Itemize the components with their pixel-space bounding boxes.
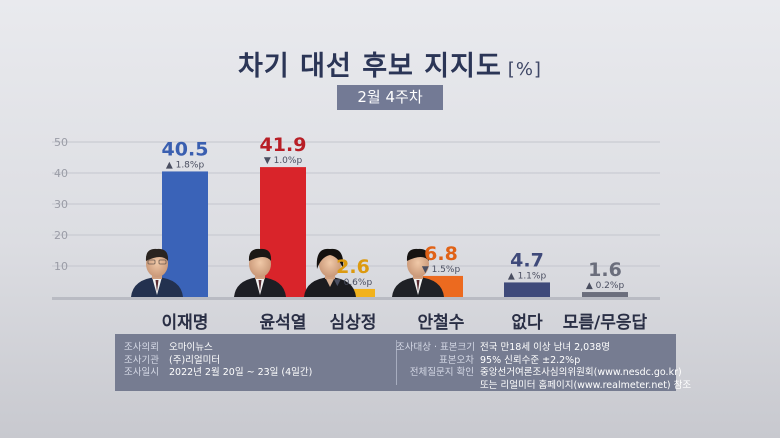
category-label: 모름/무응답 — [562, 313, 648, 333]
info-value: 전국 만18세 이상 남녀 2,038명 — [480, 342, 611, 353]
info-row: 표본오차 95% 신뢰수준 ±2.2%p — [396, 352, 580, 366]
info-value: 95% 신뢰수준 ±2.2%p — [480, 354, 581, 366]
change-label: ▼ 1.5%p — [422, 265, 461, 275]
info-row: 조사일시 2022년 2월 20일 ~ 23일 (4일간) — [115, 364, 312, 378]
info-row: 전체질문지 확인 중앙선거여론조사심의위원회(www.nesdc.go.kr) — [396, 364, 682, 378]
bar — [582, 292, 628, 297]
y-tick-label: 30 — [54, 198, 68, 211]
period-badge: 2월 4주차 — [337, 85, 443, 110]
change-label: ▼ 1.0%p — [264, 156, 303, 166]
value-label: 1.6 — [588, 259, 622, 281]
value-label: 2.6 — [336, 256, 370, 278]
info-key: 조사의뢰 — [124, 342, 159, 353]
info-value: 또는 리얼미터 홈페이지(www.realmeter.net) 참조 — [480, 379, 692, 391]
info-value: 중앙선거여론조사심의위원회(www.nesdc.go.kr) — [480, 367, 682, 378]
title-text: 차기 대선 후보 지지도 — [238, 51, 502, 82]
change-label: ▲ 1.1%p — [508, 271, 547, 281]
y-tick-label: 10 — [54, 260, 68, 273]
info-key: 조사기관 — [124, 354, 159, 366]
bar — [260, 167, 306, 297]
info-row: 조사기관 (주)리얼미터 — [115, 352, 220, 366]
info-value: 오마이뉴스 — [169, 342, 213, 353]
info-key: 조사대상 · 표본크기 — [396, 342, 475, 353]
candidate-photo — [131, 248, 183, 297]
info-value: 2022년 2월 20일 ~ 23일 (4일간) — [169, 367, 313, 378]
y-tick-label: 50 — [54, 136, 68, 149]
value-label: 4.7 — [510, 249, 544, 271]
change-label: ▼ 0.6%p — [334, 278, 373, 288]
category-label: 윤석열 — [259, 313, 307, 333]
change-label: ▲ 0.2%p — [586, 281, 625, 291]
info-row: 또는 리얼미터 홈페이지(www.realmeter.net) 참조 — [396, 377, 691, 391]
category-label: 없다 — [511, 313, 543, 333]
unit-label: [%] — [507, 59, 542, 80]
bar — [504, 282, 550, 297]
info-key: 전체질문지 확인 — [409, 367, 474, 378]
category-label: 심상정 — [329, 313, 377, 333]
change-label: ▲ 1.8%p — [166, 160, 205, 170]
value-label: 40.5 — [162, 138, 209, 160]
value-label: 41.9 — [260, 134, 307, 156]
info-divider — [396, 340, 397, 385]
value-label: 6.8 — [424, 243, 458, 265]
y-tick-label: 20 — [54, 229, 68, 242]
y-tick-label: 40 — [54, 167, 68, 180]
info-key: 조사일시 — [124, 367, 159, 378]
bar — [162, 171, 208, 297]
chart-title: 차기 대선 후보 지지도 [%] — [0, 44, 780, 83]
candidate-photo — [392, 248, 444, 297]
info-value: (주)리얼미터 — [169, 354, 221, 366]
info-row: 조사의뢰 오마이뉴스 — [115, 339, 213, 353]
category-label: 안철수 — [417, 313, 465, 333]
candidate-photo — [304, 248, 356, 297]
candidate-photo — [234, 248, 286, 297]
baseline — [52, 297, 660, 300]
category-label: 이재명 — [161, 313, 209, 333]
info-key: 표본오차 — [439, 354, 474, 366]
info-row: 조사대상 · 표본크기 전국 만18세 이상 남녀 2,038명 — [396, 339, 610, 353]
